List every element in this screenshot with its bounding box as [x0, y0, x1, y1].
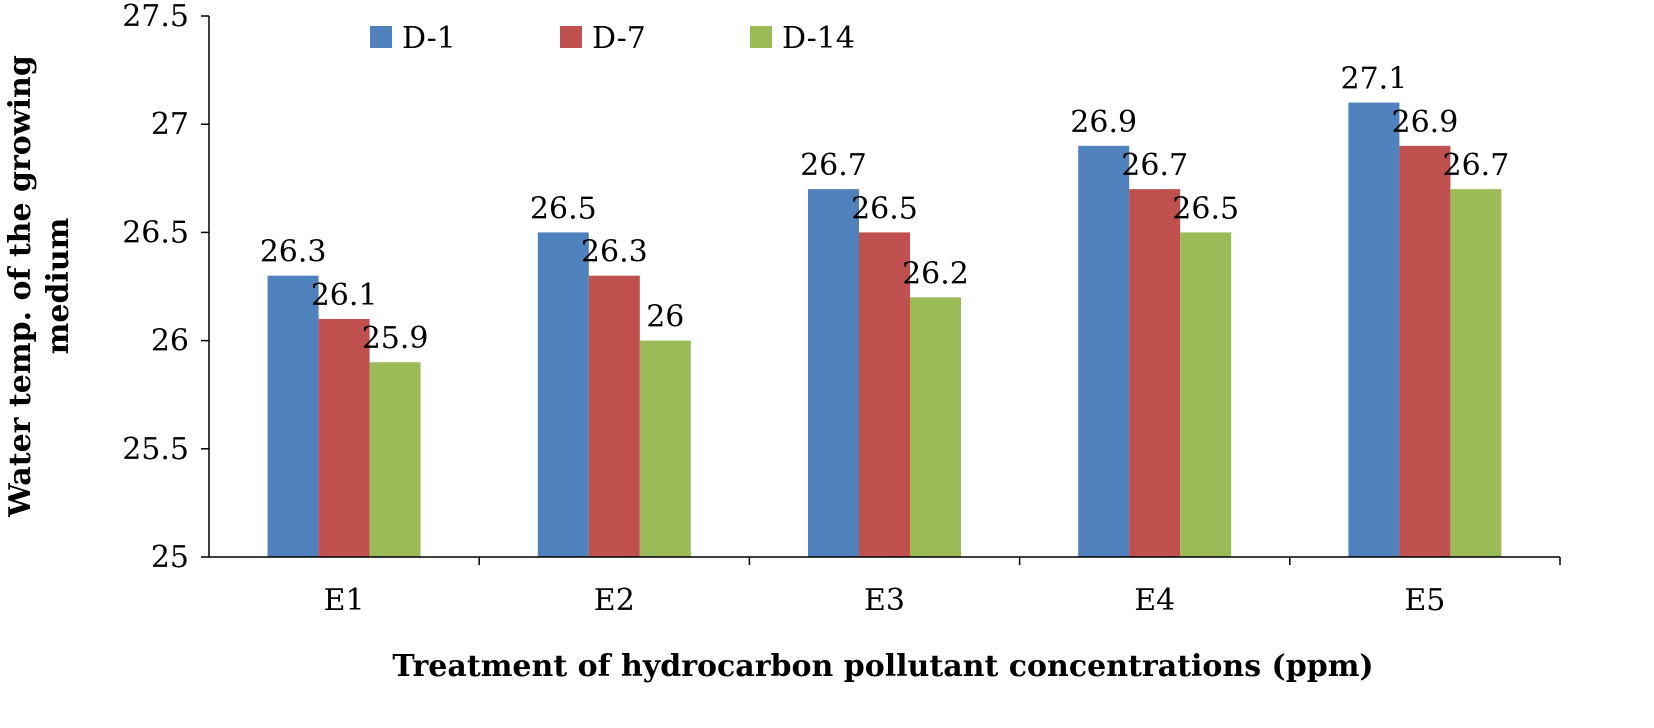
- data-label: 26.7: [1443, 148, 1510, 183]
- data-label: 26.5: [530, 191, 597, 226]
- y-tick-label: 25.5: [122, 432, 189, 467]
- bar-D-14-E2: [639, 340, 691, 557]
- bar-D-1-E4: [1078, 145, 1130, 557]
- legend-swatch-D-7: [560, 26, 582, 48]
- y-tick-label: 25: [151, 540, 189, 575]
- legend-label: D-14: [782, 21, 855, 56]
- x-category-label: E4: [1134, 583, 1175, 618]
- data-label: 26.2: [902, 256, 969, 291]
- legend: D-1 D-7 D-14: [370, 21, 855, 56]
- y-tick-label: 27: [151, 107, 189, 142]
- y-axis-title-line-2: medium: [41, 217, 76, 354]
- x-category-label: E3: [864, 583, 905, 618]
- bar-D-14-E5: [1450, 189, 1502, 557]
- data-label: 26.9: [1392, 105, 1459, 140]
- bar-D-7-E1: [318, 318, 370, 557]
- data-label: 26: [646, 300, 684, 335]
- bar-D-7-E3: [859, 232, 910, 557]
- bar-D-7-E5: [1399, 145, 1451, 557]
- y-axis-title-line-1: Water temp. of the growing: [3, 55, 38, 518]
- bar-D-1-E2: [537, 232, 589, 557]
- y-tick-label: 26.5: [122, 215, 189, 250]
- bar-D-1-E1: [267, 275, 319, 557]
- y-axis-ticks: 25 25.5 26 26.5 27 27.5: [122, 0, 209, 575]
- bar-D-14-E4: [1180, 232, 1232, 557]
- bar-D-1-E5: [1348, 102, 1400, 557]
- data-label: 26.5: [851, 191, 918, 226]
- data-label: 26.7: [800, 148, 867, 183]
- data-label: 26.5: [1172, 191, 1239, 226]
- legend-label: D-7: [592, 21, 646, 56]
- bars: [267, 102, 1502, 557]
- y-tick-label: 26: [151, 324, 189, 359]
- legend-swatch-D-1: [370, 26, 392, 48]
- data-label: 26.7: [1121, 148, 1188, 183]
- x-category-label: E2: [594, 583, 635, 618]
- legend-label: D-1: [402, 21, 456, 56]
- bar-D-1-E3: [808, 189, 859, 557]
- bar-D-14-E3: [910, 297, 961, 557]
- bar-D-14-E1: [369, 362, 421, 557]
- data-label: 26.3: [581, 235, 648, 270]
- y-axis-title: Water temp. of the growing medium: [3, 55, 76, 518]
- data-labels: 26.3 26.1 25.9 26.5 26.3 26 26.7 26.5 26.2 26.9 26…: [260, 62, 1510, 357]
- y-tick-label: 27.5: [122, 0, 189, 34]
- x-category-label: E5: [1404, 583, 1445, 618]
- x-category-label: E1: [324, 583, 365, 618]
- data-label: 25.9: [362, 321, 429, 356]
- data-label: 26.3: [260, 235, 327, 270]
- x-axis-title: Treatment of hydrocarbon pollutant conce…: [392, 649, 1373, 684]
- data-label: 26.1: [311, 278, 378, 313]
- bar-D-7-E2: [588, 275, 640, 557]
- bar-D-7-E4: [1129, 189, 1181, 557]
- data-label: 26.9: [1070, 105, 1137, 140]
- x-axis-categories: E1 E2 E3 E4 E5: [324, 557, 1561, 618]
- legend-swatch-D-14: [750, 26, 772, 48]
- data-label: 27.1: [1341, 62, 1408, 97]
